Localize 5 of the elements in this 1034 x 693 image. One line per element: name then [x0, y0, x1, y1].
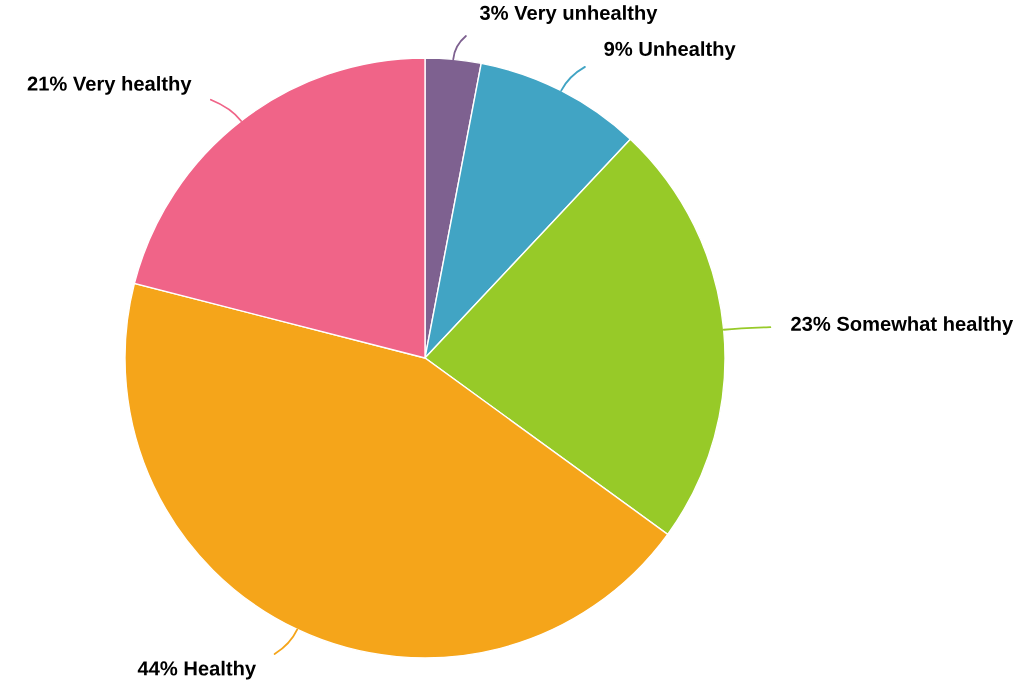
slice-label: 21% Very healthy — [27, 76, 192, 95]
slice-label: 44% Healthy — [137, 660, 257, 680]
slice-label: 3% Very unhealthy — [479, 5, 658, 24]
slice-label: 9% Unhealthy — [604, 41, 736, 60]
slice-label: 23% Somewhat healthy — [791, 316, 1014, 335]
